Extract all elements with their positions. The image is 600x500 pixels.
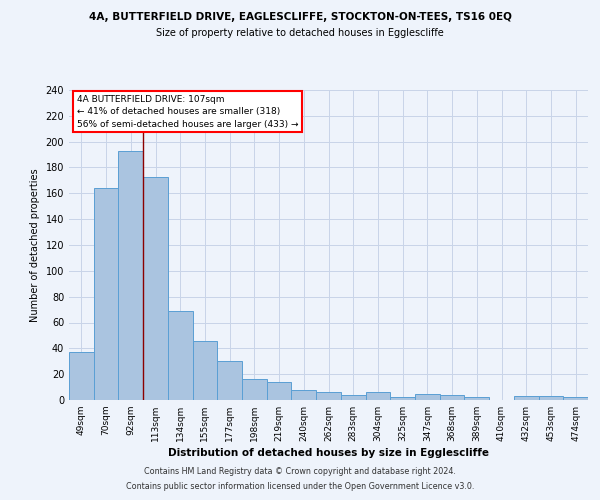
- Y-axis label: Number of detached properties: Number of detached properties: [30, 168, 40, 322]
- Bar: [168, 311, 193, 400]
- Text: Contains public sector information licensed under the Open Government Licence v3: Contains public sector information licen…: [126, 482, 474, 491]
- Text: Contains HM Land Registry data © Crown copyright and database right 2024.: Contains HM Land Registry data © Crown c…: [144, 467, 456, 476]
- Bar: [69, 352, 94, 400]
- Bar: [193, 340, 217, 400]
- X-axis label: Distribution of detached houses by size in Egglescliffe: Distribution of detached houses by size …: [168, 448, 489, 458]
- Bar: [94, 188, 118, 400]
- Bar: [440, 395, 464, 400]
- Bar: [217, 361, 242, 400]
- Bar: [464, 398, 489, 400]
- Bar: [118, 150, 143, 400]
- Bar: [316, 392, 341, 400]
- Bar: [365, 392, 390, 400]
- Bar: [415, 394, 440, 400]
- Text: Size of property relative to detached houses in Egglescliffe: Size of property relative to detached ho…: [156, 28, 444, 38]
- Bar: [242, 380, 267, 400]
- Bar: [341, 395, 365, 400]
- Text: 4A, BUTTERFIELD DRIVE, EAGLESCLIFFE, STOCKTON-ON-TEES, TS16 0EQ: 4A, BUTTERFIELD DRIVE, EAGLESCLIFFE, STO…: [89, 12, 511, 22]
- Bar: [539, 396, 563, 400]
- Bar: [514, 396, 539, 400]
- Bar: [292, 390, 316, 400]
- Bar: [390, 398, 415, 400]
- Bar: [267, 382, 292, 400]
- Bar: [563, 398, 588, 400]
- Bar: [143, 176, 168, 400]
- Text: 4A BUTTERFIELD DRIVE: 107sqm
← 41% of detached houses are smaller (318)
56% of s: 4A BUTTERFIELD DRIVE: 107sqm ← 41% of de…: [77, 94, 298, 128]
